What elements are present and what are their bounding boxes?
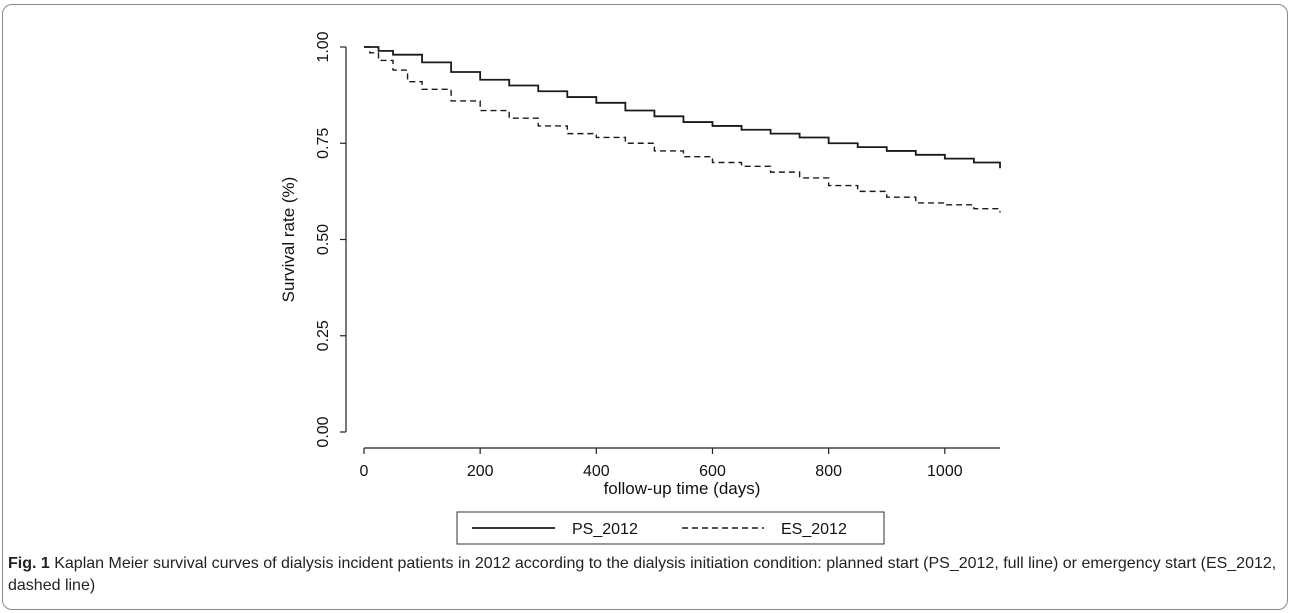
plot-axes: 0.00 0.25 0.50 0.75 1.00 0 200 400 600 800 1000 fol… xyxy=(279,31,1000,498)
series-layer xyxy=(364,46,1001,213)
x-tick-label: 1000 xyxy=(927,463,963,480)
y-axis-title: Survival rate (%) xyxy=(279,177,298,303)
x-axis-title: follow-up time (days) xyxy=(604,479,761,498)
x-tick-label: 800 xyxy=(815,463,842,480)
legend-box xyxy=(456,511,885,545)
legend-label: PS_2012 xyxy=(572,521,638,538)
y-tick-label: 0.50 xyxy=(315,224,332,255)
y-tick-label: 0.00 xyxy=(315,416,332,447)
series-line-es-2012 xyxy=(364,46,1001,213)
x-tick-label: 600 xyxy=(699,463,726,480)
y-tick-label: 1.00 xyxy=(315,31,332,62)
figure-caption: Fig. 1 Kaplan Meier survival curves of d… xyxy=(8,553,1278,597)
y-tick-label: 0.25 xyxy=(315,320,332,351)
x-tick-label: 0 xyxy=(360,463,369,480)
x-tick-label: 200 xyxy=(467,463,494,480)
legend: PS_2012 ES_2012 xyxy=(456,511,885,545)
x-tick-label: 400 xyxy=(583,463,610,480)
caption-label: Fig. 1 xyxy=(8,555,50,572)
series-line-ps-2012 xyxy=(364,46,1001,169)
figure-frame xyxy=(2,4,1288,610)
y-tick-label: 0.75 xyxy=(315,128,332,159)
caption-text: Kaplan Meier survival curves of dialysis… xyxy=(8,555,1277,594)
legend-label: ES_2012 xyxy=(781,521,847,538)
